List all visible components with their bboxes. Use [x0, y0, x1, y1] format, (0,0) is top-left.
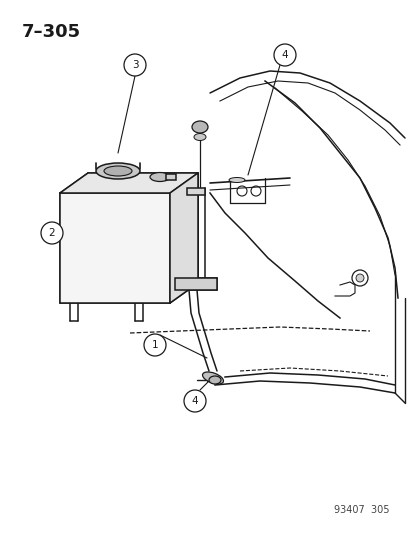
Polygon shape [60, 173, 197, 193]
Circle shape [144, 334, 166, 356]
Text: 4: 4 [191, 396, 198, 406]
Circle shape [183, 390, 206, 412]
Polygon shape [175, 278, 216, 290]
Ellipse shape [194, 133, 206, 141]
Ellipse shape [192, 121, 207, 133]
Circle shape [273, 44, 295, 66]
Circle shape [355, 274, 363, 282]
Circle shape [41, 222, 63, 244]
Ellipse shape [209, 376, 221, 384]
Ellipse shape [104, 166, 132, 176]
Text: 93407  305: 93407 305 [334, 505, 389, 515]
Polygon shape [60, 193, 170, 303]
Text: 2: 2 [49, 228, 55, 238]
Circle shape [124, 54, 146, 76]
Polygon shape [187, 188, 204, 195]
Text: 4: 4 [281, 50, 287, 60]
Ellipse shape [228, 177, 244, 182]
Text: 3: 3 [131, 60, 138, 70]
Circle shape [351, 270, 367, 286]
Text: 7–305: 7–305 [22, 23, 81, 41]
Ellipse shape [150, 173, 170, 182]
Ellipse shape [96, 163, 140, 179]
Text: 1: 1 [151, 340, 158, 350]
Ellipse shape [202, 372, 223, 384]
Polygon shape [170, 173, 197, 303]
Polygon shape [166, 174, 176, 180]
